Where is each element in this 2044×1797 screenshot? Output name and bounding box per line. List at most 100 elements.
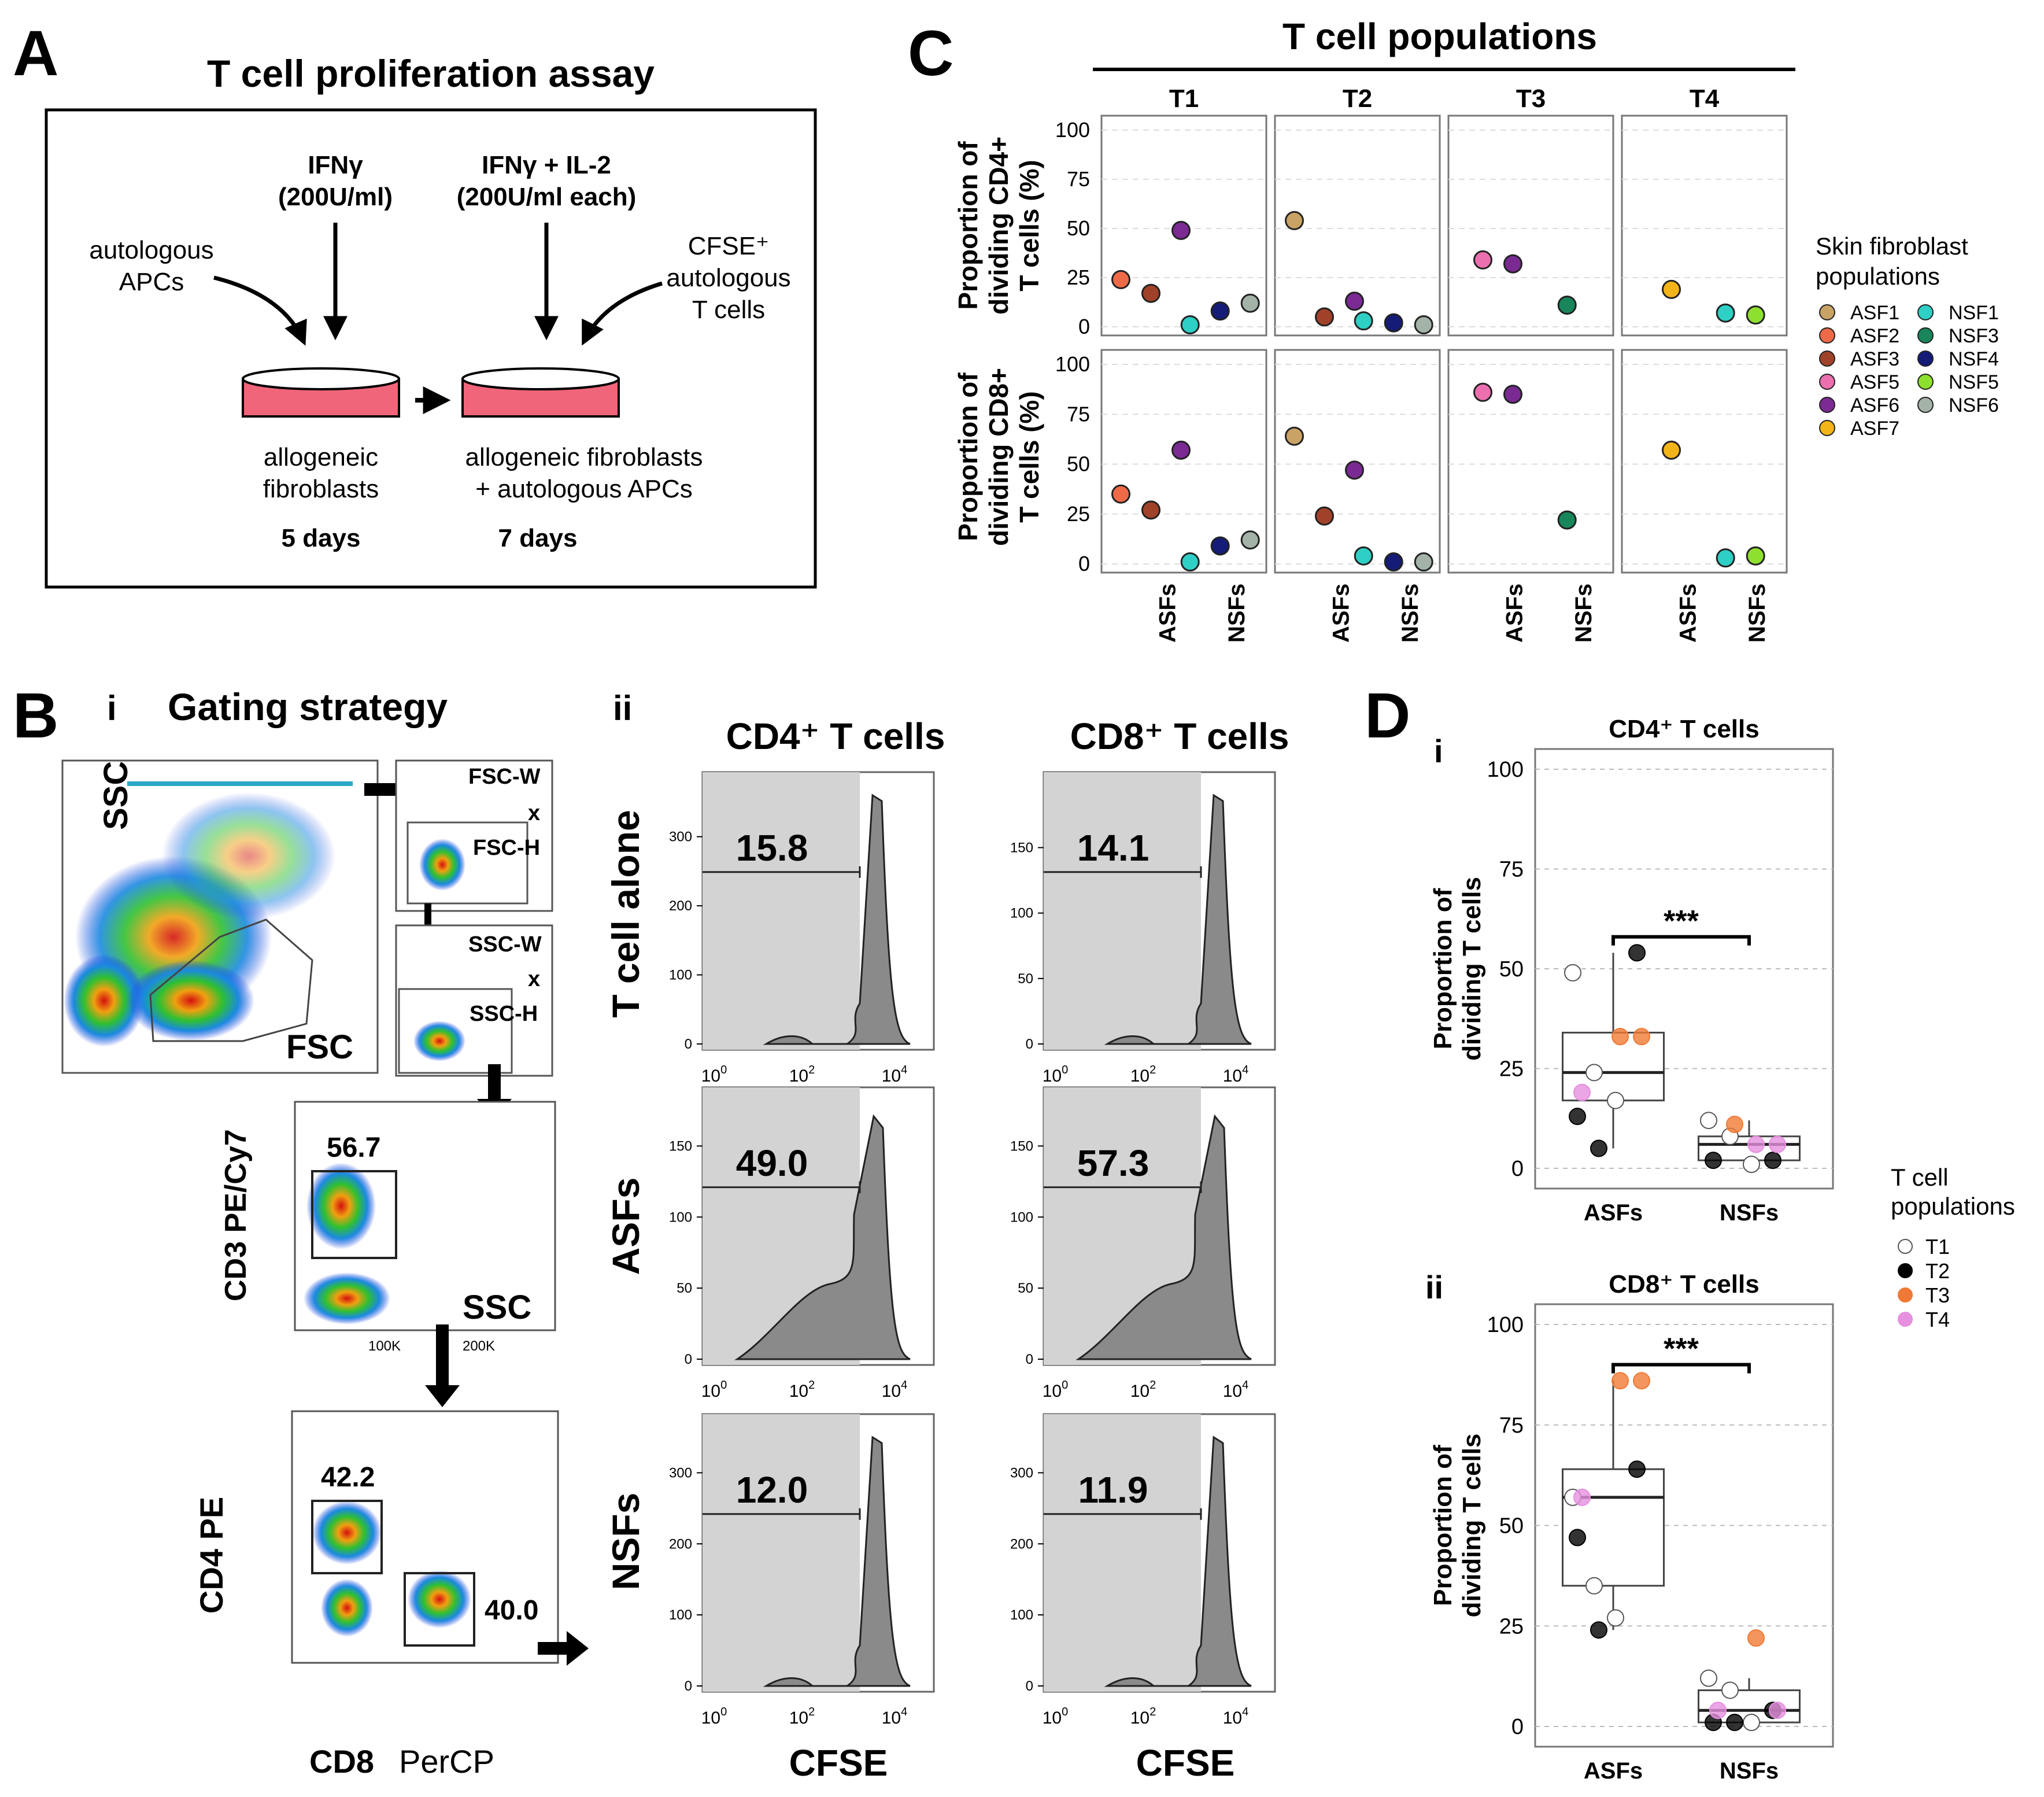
ifng-conc: (200U/ml) (278, 183, 393, 211)
panel-b-letter: B (13, 680, 58, 751)
fsc-label: FSC (286, 1028, 353, 1066)
point-T3 (1633, 1028, 1650, 1046)
facet-title-T3: T3 (1516, 84, 1546, 113)
facet-y-tick: 50 (1067, 216, 1090, 240)
facet-1-3 (1621, 349, 1788, 574)
legend-label-NSF4: NSF4 (1949, 348, 1999, 370)
x-tick-exponent: 2 (1149, 1064, 1156, 1076)
x-tick-exponent: 0 (1062, 1706, 1068, 1718)
x-tick-label: 100 (1043, 1379, 1069, 1401)
point-T1 (1585, 1577, 1603, 1595)
boxplot-cd4: CD4⁺ T cells 0 25 50 75 100 Proportion of divid… (1429, 715, 1834, 1226)
y-tick-label: 300 (669, 1465, 692, 1481)
point-T3 (1747, 1629, 1765, 1647)
point-ASF6 (1345, 460, 1364, 480)
legend-swatch-NSF1 (1917, 304, 1934, 320)
x-tick-exponent: 4 (1242, 1706, 1248, 1718)
y-tick-label: 150 (1010, 840, 1033, 856)
point-T2 (1726, 1714, 1743, 1732)
y-tick-label: 300 (1010, 1465, 1033, 1481)
ylab-cd8-1: Proportion of (953, 372, 983, 541)
y-tick-label: 100 (1487, 758, 1524, 782)
gate-shade (703, 772, 860, 1050)
panel-c-ylabel-cd4: Proportion of dividing CD4+ T cells (%) (953, 136, 1044, 315)
legend-swatch-T4 (1898, 1312, 1913, 1327)
point-T3 (1611, 1028, 1629, 1046)
x-tick-exponent: 4 (1242, 1379, 1248, 1392)
d-legend-title-2: populations (1891, 1193, 2015, 1220)
x-tick-label: 100 (701, 1064, 727, 1086)
facet-1-2 (1447, 349, 1614, 574)
x-tick-label: 102 (789, 1379, 815, 1401)
point-T4 (1573, 1488, 1591, 1506)
panel-b: B i Gating strategy SSC FSC FSC-W x FSC-… (13, 680, 1289, 1784)
x-tick-label: 102 (1130, 1706, 1156, 1728)
legend-swatch-ASF7 (1819, 420, 1835, 436)
x-tick-exponent: 4 (901, 1706, 907, 1718)
legend-swatch-T1 (1898, 1239, 1913, 1254)
y-tick-label: 0 (685, 1036, 692, 1052)
x-tick-label: 100 (701, 1379, 727, 1401)
point-ASF6 (1345, 291, 1364, 311)
legend-swatch-ASF1 (1819, 304, 1835, 320)
point-T1 (1743, 1714, 1760, 1732)
legend-label-ASF7: ASF7 (1850, 418, 1899, 440)
ifng-il2-label: IFNγ + IL-2 (482, 151, 611, 179)
gate-percentage: 15.8 (736, 827, 808, 869)
box-ASFs (1562, 1468, 1665, 1587)
panel-c: C T cell populations T1 T2 T3 T4 0 25 50 75 100 0… (908, 16, 1999, 643)
x-category-label: ASFs (1584, 1200, 1643, 1226)
panel-d-sub-ii: ii (1425, 1269, 1443, 1305)
legend-swatch-T2 (1898, 1263, 1913, 1278)
facet-title-T1: T1 (1169, 84, 1199, 113)
point-T3 (1726, 1116, 1743, 1134)
dish2-line2: + autologous APCs (475, 475, 692, 503)
point-ASF6 (1503, 254, 1522, 274)
point-T1 (1743, 1156, 1760, 1174)
y-tick-label: 100 (669, 1607, 692, 1623)
x-tick-exponent: 2 (808, 1064, 815, 1076)
facet-0-1 (1274, 115, 1441, 337)
histogram-curve (1075, 1114, 1252, 1360)
col-cd8-title: CD8⁺ T cells (1070, 715, 1289, 757)
gating-title: Gating strategy (168, 685, 448, 728)
point-T2 (1569, 1108, 1586, 1126)
ssc-axis-label: SSC (463, 1289, 531, 1326)
point-T1 (1607, 1609, 1624, 1627)
point-ASF1 (1285, 426, 1304, 446)
ylabel-line2: dividing T cells (1458, 877, 1486, 1061)
point-ASF3 (1141, 500, 1160, 520)
histogram-curve (1104, 1436, 1252, 1687)
facet-frame (1447, 349, 1614, 574)
dish-1 (242, 367, 400, 418)
days-1: 5 days (282, 524, 361, 552)
ssc-w-plot: SSC-W x SSC-H (395, 924, 553, 1077)
point-NSF3 (1557, 510, 1577, 530)
dish1-line1: allogeneic (264, 443, 378, 471)
fsch-label: FSC-H (473, 836, 540, 860)
point-T2 (1628, 1460, 1646, 1478)
point-NSF1 (1180, 315, 1200, 335)
facet-grid: T1 T2 T3 T4 0 25 50 75 100 0 25 50 75 100 ASFs NSFs ASFs… (1055, 84, 1788, 643)
point-ASF7 (1662, 440, 1681, 460)
point-ASF5 (1473, 250, 1492, 270)
y-tick-label: 50 (677, 1281, 692, 1296)
point-ASF6 (1171, 440, 1191, 460)
panel-b-sub-ii: ii (613, 689, 632, 728)
y-tick-label: 0 (1511, 1715, 1524, 1739)
ssc-label: SSC (97, 761, 135, 830)
point-T4 (1769, 1702, 1786, 1719)
fsc-ssc-plot: SSC FSC (61, 759, 379, 1074)
y-tick-label: 150 (1010, 1138, 1033, 1154)
y-tick-label: 25 (1499, 1614, 1524, 1639)
y-tick-label: 200 (669, 1536, 692, 1552)
y-tick-label: 25 (1499, 1057, 1524, 1082)
gate-percentage: 12.0 (736, 1469, 808, 1511)
ylab-cd4-3: T cells (%) (1014, 160, 1044, 291)
y-tick-label: 100 (1487, 1313, 1524, 1337)
cd8-axis-label-rest: PerCP (399, 1743, 494, 1780)
cd4-cd8-plot: 42.2 40.0 CD4 PE CD8 PerCP (193, 1410, 559, 1780)
